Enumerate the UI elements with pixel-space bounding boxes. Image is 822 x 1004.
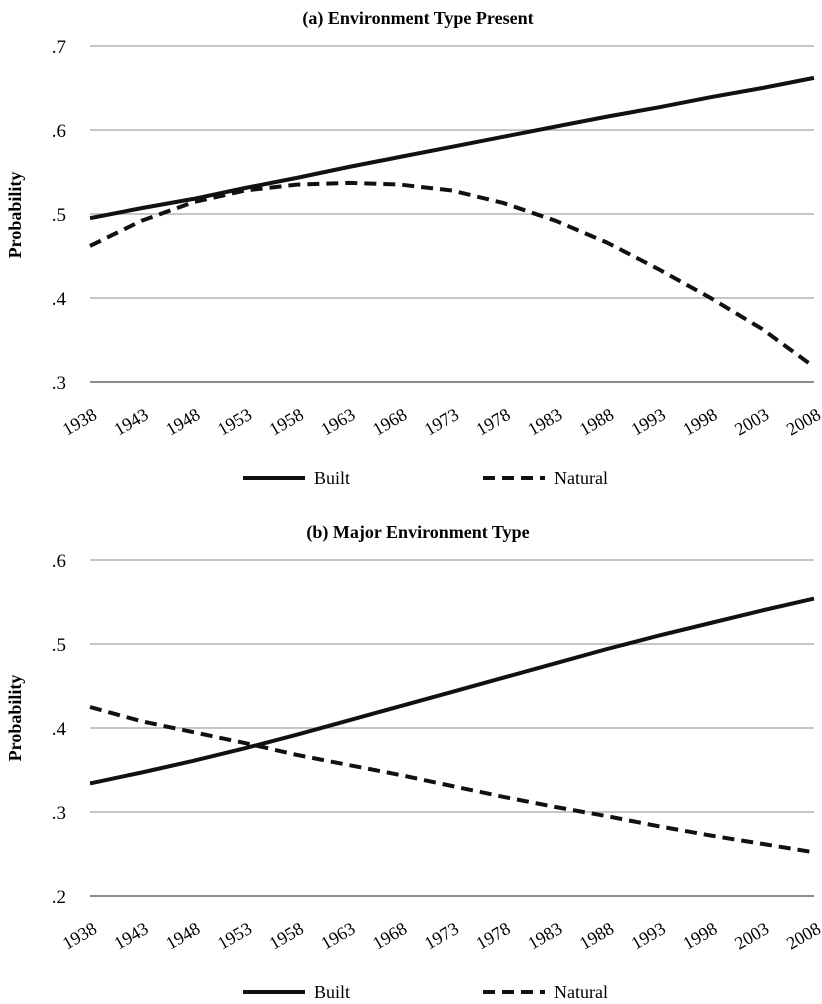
panel-a-x-tick-label: 1938	[59, 404, 100, 439]
panel-a-x-tick-label: 1963	[317, 404, 358, 439]
panel-b-x-tick-label: 1998	[679, 918, 720, 953]
panel-a-y-tick-label: .6	[52, 121, 66, 142]
panel-b-y-tick-label: .2	[52, 887, 66, 908]
panel-b-y-tick-label: .4	[52, 719, 67, 740]
panel-b-x-tick-label: 1978	[473, 918, 514, 953]
panel-a-series-built-line	[89, 75, 815, 221]
panel-b-title: (b) Major Environment Type	[306, 522, 529, 543]
panel-a-x-tick-label: 1998	[679, 404, 720, 439]
panel-b-y-tick-label: .6	[52, 551, 66, 572]
panel-b-x-tick-label: 1968	[369, 918, 410, 953]
panel-a-x-tick-label: 1958	[266, 404, 307, 439]
panel-b-y-axis-label: Probability	[5, 675, 25, 762]
panel-a-y-tick-label: .5	[52, 205, 66, 226]
panel-a-y-axis-label: Probability	[5, 172, 25, 259]
panel-a-y-tick-label: .7	[52, 37, 66, 58]
panel-b-y-tick-label: .3	[52, 803, 66, 824]
panel-b: (b) Major Environment Type Probability .…	[5, 522, 822, 1002]
panel-b-x-tick-label: 1983	[524, 918, 565, 953]
panel-b-x-tick-label: 2008	[783, 918, 822, 953]
panel-a-title: (a) Environment Type Present	[302, 8, 533, 29]
panel-a-x-tick-label: 2003	[731, 404, 772, 439]
panel-a-x-tick-label: 1953	[214, 404, 255, 439]
panel-b-x-tick-label: 1938	[59, 918, 100, 953]
panel-a-x-tick-label: 2008	[783, 404, 822, 439]
panel-b-series-built-line	[89, 596, 815, 786]
panel-b-x-tick-label: 1958	[266, 918, 307, 953]
panel-b-x-tick-label: 1953	[214, 918, 255, 953]
panel-b-x-tick-label: 1973	[421, 918, 462, 953]
panel-b-x-tick-label: 1963	[317, 918, 358, 953]
panel-a-series-natural-line	[89, 180, 816, 369]
panel-b-y-tick-label: .5	[52, 635, 66, 656]
panel-a-x-tick-label: 1968	[369, 404, 410, 439]
panel-b-series-natural-line	[89, 705, 815, 855]
panel-a-x-tick-label: 1943	[111, 404, 152, 439]
panel-a-x-tick-label: 1983	[524, 404, 565, 439]
panel-a: (a) Environment Type Present Probability…	[5, 8, 822, 488]
panel-a-legend-natural-label: Natural	[554, 468, 608, 488]
panel-b-legend-built-label: Built	[314, 982, 350, 1002]
panel-a-legend-built-label: Built	[314, 468, 350, 488]
panel-b-x-tick-label: 1988	[576, 918, 617, 953]
panel-a-x-tick-label: 1978	[473, 404, 514, 439]
panel-a-x-tick-label: 1948	[162, 404, 203, 439]
panel-b-x-tick-label: 1943	[111, 918, 152, 953]
panel-b-x-tick-label: 1948	[162, 918, 203, 953]
panel-b-x-tick-label: 2003	[731, 918, 772, 953]
panel-b-x-tick-label: 1993	[628, 918, 669, 953]
panel-a-y-tick-label: .3	[52, 373, 66, 394]
panel-b-legend-natural-label: Natural	[554, 982, 608, 1002]
panel-a-x-tick-label: 1973	[421, 404, 462, 439]
panel-a-x-tick-label: 1988	[576, 404, 617, 439]
panel-a-y-tick-label: .4	[52, 289, 67, 310]
panel-a-x-tick-label: 1993	[628, 404, 669, 439]
